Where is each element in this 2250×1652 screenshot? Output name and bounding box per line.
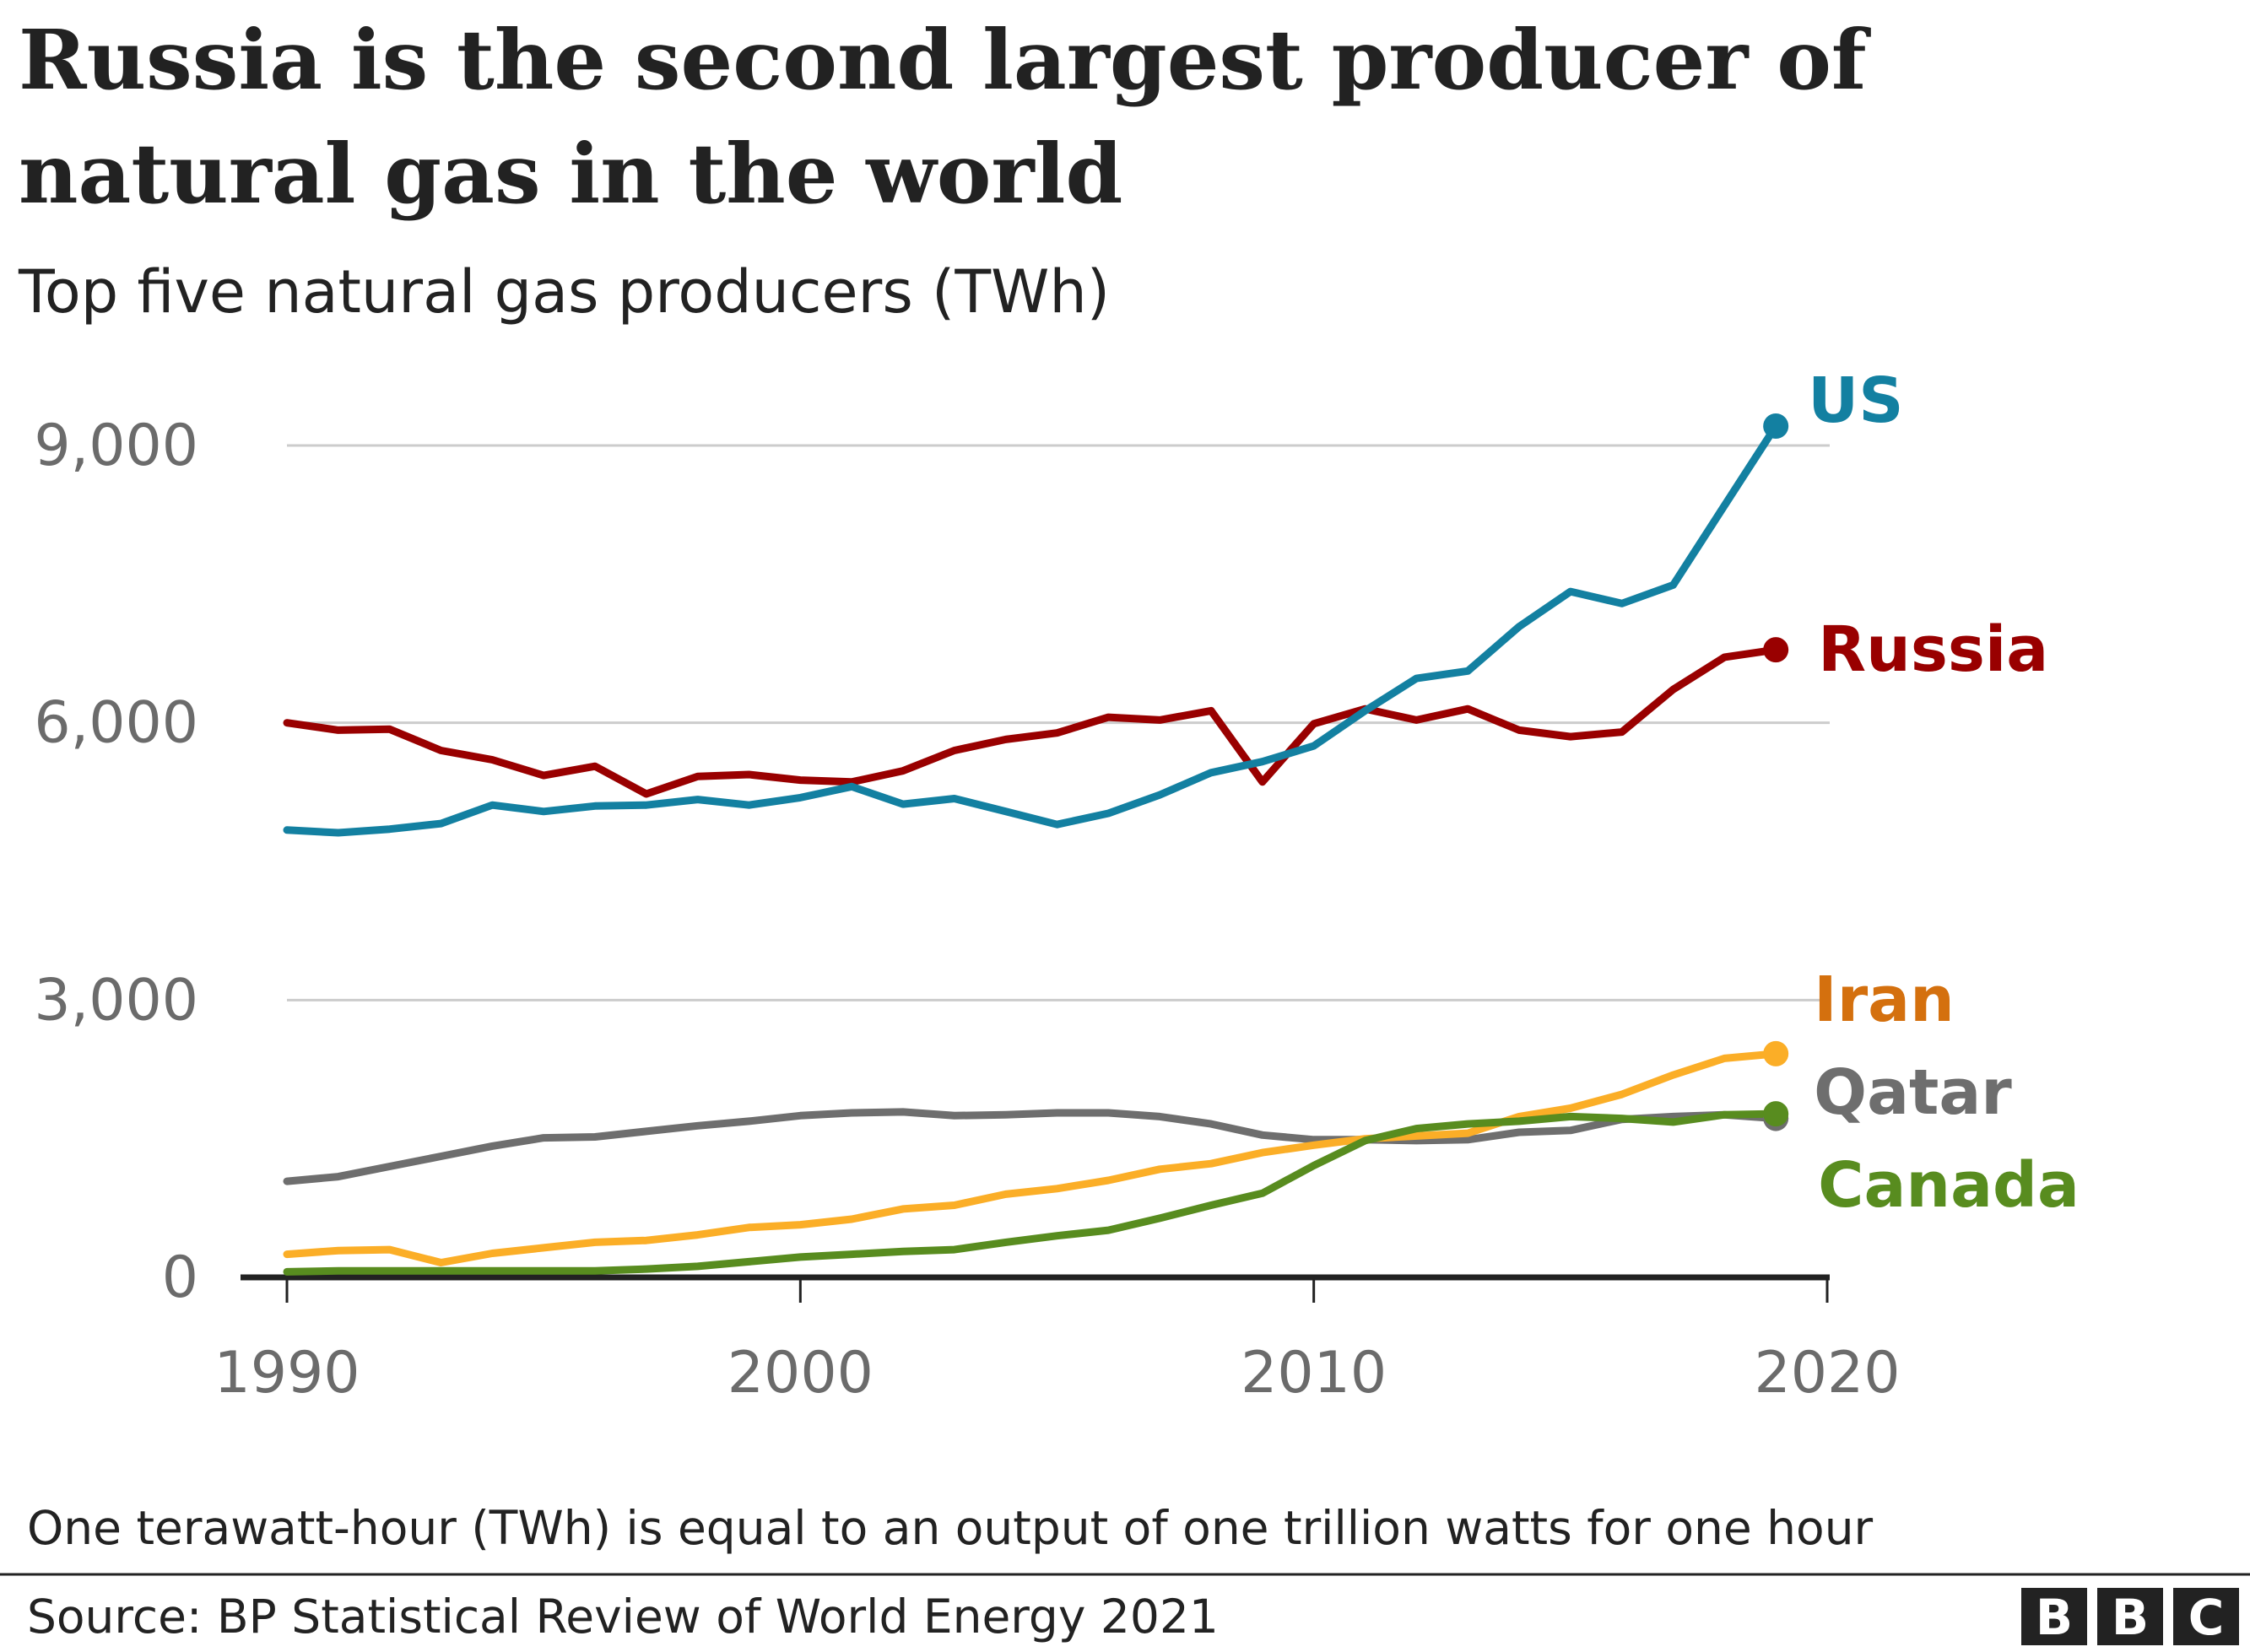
- bbc-logo-block-2: [2097, 1588, 2163, 1645]
- end-point-canada: [1763, 1101, 1789, 1127]
- y-tick-label-9000: 9,000: [34, 413, 198, 479]
- bbc-logo-letter-3: C: [2188, 1589, 2225, 1646]
- bbc-logo-block-1: [2021, 1588, 2087, 1645]
- source-text: Source: BP Statistical Review of World E…: [27, 1590, 1219, 1644]
- chart-title-line1: Russia is the second largest producer of: [19, 12, 1871, 108]
- series-end-points: [1763, 413, 1789, 1131]
- series-line-us: [283, 422, 1780, 837]
- series-label-us: US: [1808, 364, 1903, 437]
- y-tick-label-6000: 6,000: [34, 690, 198, 757]
- bbc-logo-letter-1: B: [2036, 1589, 2073, 1646]
- end-point-iran: [1763, 1040, 1789, 1066]
- chart-subtitle: Top five natural gas producers (TWh): [18, 257, 1110, 327]
- series-label-iran: Iran: [1814, 964, 1955, 1036]
- chart-title-line2: natural gas in the world: [19, 126, 1122, 222]
- x-tick-label-1990: 1990: [214, 1340, 360, 1406]
- x-tick-label-2020: 2020: [1754, 1340, 1900, 1406]
- y-tick-label-0: 0: [162, 1244, 198, 1311]
- x-tick-label-2010: 2010: [1241, 1340, 1387, 1406]
- x-axis-ticks: 1990 2000 2010 2020: [214, 1277, 1901, 1406]
- footnote: One terawatt-hour (TWh) is equal to an o…: [27, 1501, 1874, 1555]
- bbc-logo-block-3: [2173, 1588, 2239, 1645]
- end-point-us: [1763, 413, 1789, 439]
- gridlines: [241, 444, 1830, 1281]
- series-line-canada: [283, 1109, 1780, 1276]
- series-labels: Qatar Iran Canada Russia US: [1808, 364, 2080, 1222]
- end-point-russia: [1763, 637, 1789, 663]
- series-line-qatar: [283, 1108, 1780, 1185]
- series-lines: [283, 422, 1780, 1276]
- series-label-canada: Canada: [1818, 1149, 2080, 1222]
- y-axis-ticks: 0 3,000 6,000 9,000: [34, 413, 198, 1311]
- x-tick-label-2000: 2000: [727, 1340, 873, 1406]
- bbc-logo-letter-2: B: [2112, 1589, 2149, 1646]
- series-label-russia: Russia: [1818, 613, 2048, 686]
- series-line-russia: [283, 645, 1780, 798]
- series-label-qatar: Qatar: [1814, 1056, 2012, 1129]
- y-tick-label-3000: 3,000: [34, 967, 198, 1034]
- series-line-iran: [283, 1050, 1780, 1266]
